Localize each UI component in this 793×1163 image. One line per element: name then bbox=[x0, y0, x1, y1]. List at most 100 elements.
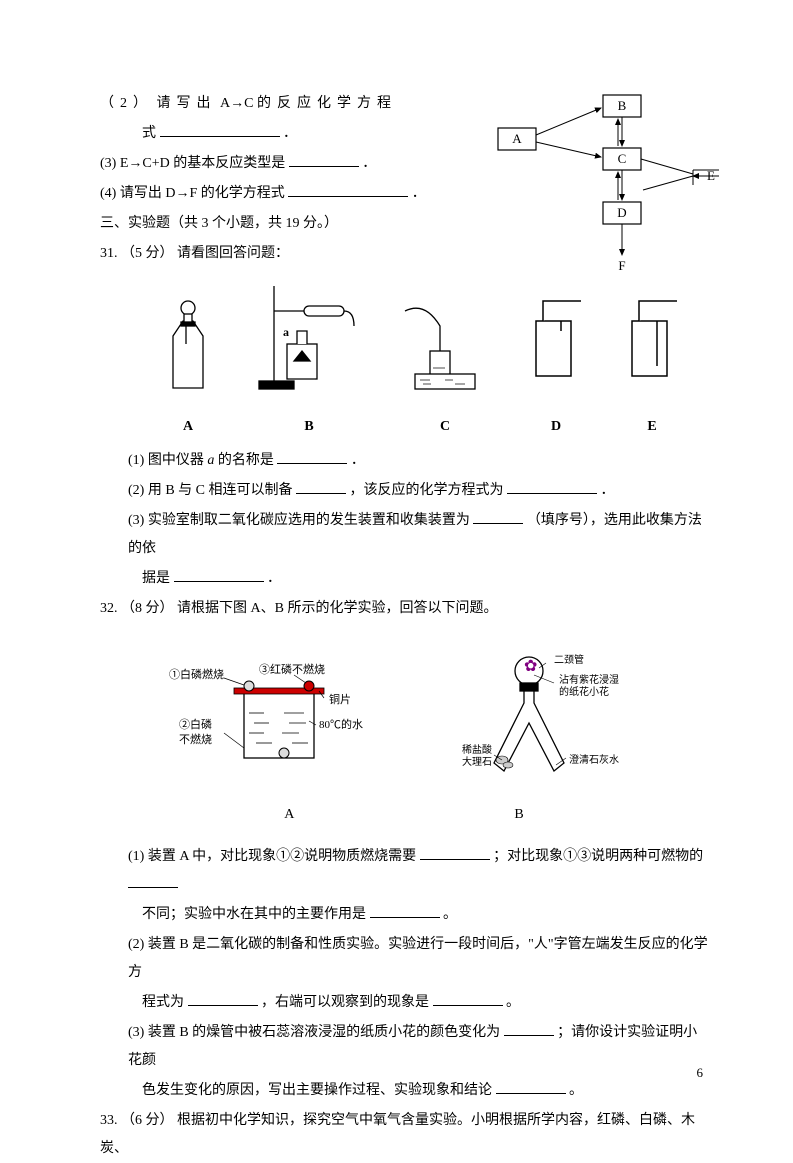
q32-s1-c: 不同；实验中水在其中的主要作用是 bbox=[142, 907, 366, 922]
q2-line2: 式 ． bbox=[100, 120, 460, 148]
q32-s1-label: (1) bbox=[128, 849, 144, 864]
q33-pts: （6 分） bbox=[121, 1113, 174, 1128]
q31-s1-b: 的名称是 bbox=[214, 453, 274, 468]
q32-s1-l2: 不同；实验中水在其中的主要作用是 。 bbox=[100, 901, 708, 929]
q31-s3-p: ． bbox=[267, 571, 281, 586]
blank-32-3b bbox=[496, 1080, 566, 1094]
q33-text: 根据初中化学知识，探究空气中氧气含量实验。小明根据所学内容，红磷、白磷、木炭、 bbox=[100, 1113, 695, 1156]
dB-l1: 二颈管 bbox=[554, 653, 584, 666]
dA-l6: 80℃的水 bbox=[319, 717, 363, 731]
q32-s3-p: 。 bbox=[569, 1083, 583, 1098]
node-f: F bbox=[618, 258, 625, 273]
apparatus-b: a B bbox=[249, 286, 369, 441]
dA-l5: 不燃烧 bbox=[179, 732, 212, 746]
q32-s2-p: 。 bbox=[506, 995, 520, 1010]
q31-s2-p: ． bbox=[601, 483, 615, 498]
blank-q2 bbox=[160, 123, 280, 137]
q32-s3-a: 装置 B 的燥管中被石蕊溶液浸湿的纸质小花的颜色变化为 bbox=[148, 1025, 500, 1040]
q33-line: 33. （6 分） 根据初中化学知识，探究空气中氧气含量实验。小明根据所学内容，… bbox=[100, 1107, 708, 1163]
blank-31-3b bbox=[174, 568, 264, 582]
blank-31-3a bbox=[473, 510, 523, 524]
q32-s1-p: 。 bbox=[443, 907, 457, 922]
q2-text-c: 式 bbox=[142, 126, 156, 141]
q31-s2-a: 用 B 与 C 相连可以制备 bbox=[148, 483, 293, 498]
dA-l3: 铜片 bbox=[329, 692, 351, 706]
q32-s2-label: (2) bbox=[128, 937, 144, 952]
q32-s2-b: 程式为 bbox=[142, 995, 184, 1010]
flow-diagram: A B C D E F bbox=[493, 90, 723, 280]
blank-31-2a bbox=[296, 480, 346, 494]
apparatus-row: A a B bbox=[140, 286, 700, 441]
q31-s3: (3) 实验室制取二氧化碳应选用的发生装置和收集装置为 （填序号），选用此收集方… bbox=[100, 507, 708, 563]
dB-l4: 澄清石灰水 bbox=[569, 753, 619, 766]
q32-s2-l2: 程式为 ，右端可以观察到的现象是 。 bbox=[100, 989, 708, 1017]
experiment-a: ①白磷燃烧 ③红磷不燃烧 铜片 ②白磷 不燃烧 80℃的水 bbox=[164, 653, 374, 783]
q31-num: 31. bbox=[100, 246, 118, 261]
dB-l3b: 大理石 bbox=[462, 755, 492, 768]
apparatus-a: A bbox=[153, 296, 223, 441]
q4-text: 请写出 D→F 的化学方程式 bbox=[120, 186, 285, 201]
q32-s1-a: 装置 A 中，对比现象①②说明物质燃烧需要 bbox=[148, 849, 416, 864]
q3-label: (3) bbox=[100, 156, 116, 171]
ab-labels: A B bbox=[100, 801, 708, 829]
blank-32-2a bbox=[188, 992, 258, 1006]
dB-l2: 沾有紫花浸湿 bbox=[559, 673, 619, 686]
experiment-b: ✿ 二颈管 沾有紫花浸湿 的纸花小花 稀盐酸 大理石 澄清石灰水 bbox=[454, 653, 644, 783]
blank-32-1c bbox=[370, 904, 440, 918]
apparatus-e: E bbox=[617, 296, 687, 441]
q31-s3-tb: 据是 bbox=[142, 571, 170, 586]
label-c: C bbox=[395, 413, 495, 441]
label-b: B bbox=[249, 413, 369, 441]
blank-32-2b bbox=[433, 992, 503, 1006]
q32-s3-l1: (3) 装置 B 的燥管中被石蕊溶液浸湿的纸质小花的颜色变化为 ；请你设计实验证… bbox=[100, 1019, 708, 1075]
q32-pts: （8 分） bbox=[121, 601, 174, 616]
q31-s1-p: ． bbox=[351, 453, 365, 468]
q32-s1-b: ；对比现象①③说明两种可燃物的 bbox=[493, 849, 703, 864]
q3-text: E→C+D 的基本反应类型是 bbox=[120, 156, 285, 171]
q31-text: 请看图回答问题： bbox=[177, 246, 289, 261]
apparatus-d: D bbox=[521, 296, 591, 441]
q4-line: (4) 请写出 D→F 的化学方程式 ． bbox=[100, 180, 460, 208]
q2-arrow: A→C bbox=[220, 96, 253, 111]
letter-a: a bbox=[283, 325, 289, 339]
q32-s2-c: ，右端可以观察到的现象是 bbox=[261, 995, 429, 1010]
dB-l2b: 的纸花小花 bbox=[559, 685, 609, 698]
q4-period: ． bbox=[412, 186, 426, 201]
lab-a: A bbox=[284, 801, 294, 829]
node-a: A bbox=[512, 131, 522, 146]
q4-label: (4) bbox=[100, 186, 116, 201]
label-a: A bbox=[153, 413, 223, 441]
node-b: B bbox=[618, 98, 627, 113]
blank-q3 bbox=[289, 153, 359, 167]
label-d: D bbox=[521, 413, 591, 441]
q2-text-b: 的反应化学方程 bbox=[257, 96, 397, 111]
q31-s1: (1) 图中仪器 a 的名称是 ． bbox=[100, 447, 708, 475]
q31-s2-label: (2) bbox=[128, 483, 144, 498]
node-c: C bbox=[618, 151, 627, 166]
q31-pts: （5 分） bbox=[121, 246, 174, 261]
dB-l3: 稀盐酸 bbox=[462, 743, 492, 756]
q31-s3-label: (3) bbox=[128, 513, 144, 528]
q32-num: 32. bbox=[100, 601, 118, 616]
q2-prefix: （2） bbox=[100, 96, 153, 111]
lab-b: B bbox=[514, 801, 523, 829]
blank-q4 bbox=[288, 183, 408, 197]
label-e: E bbox=[617, 413, 687, 441]
q32-s2-l1: (2) 装置 B 是二氧化碳的制备和性质实验。实验进行一段时间后，"人"字管左端… bbox=[100, 931, 708, 987]
q2-period: ． bbox=[283, 126, 297, 141]
q31-s2: (2) 用 B 与 C 相连可以制备 ，该反应的化学方程式为 ． bbox=[100, 477, 708, 505]
page-number: 6 bbox=[697, 1060, 704, 1086]
q32-s3-c: 色发生变化的原因，写出主要操作过程、实验现象和结论 bbox=[142, 1083, 492, 1098]
q2-text-a: 请写出 bbox=[157, 96, 217, 111]
blank-32-1b bbox=[128, 874, 178, 888]
q2-line1: （2） 请写出 A→C 的反应化学方程 bbox=[100, 90, 460, 118]
q31-s1-label: (1) bbox=[128, 453, 144, 468]
node-d: D bbox=[617, 205, 626, 220]
q33-num: 33. bbox=[100, 1113, 118, 1128]
q31-s1-a: 图中仪器 bbox=[148, 453, 208, 468]
q32-s1-l1: (1) 装置 A 中，对比现象①②说明物质燃烧需要 ；对比现象①③说明两种可燃物… bbox=[100, 843, 708, 899]
apparatus-c: C bbox=[395, 296, 495, 441]
dA-l1: ①白磷燃烧 bbox=[169, 667, 224, 681]
experiment-row: ①白磷燃烧 ③红磷不燃烧 铜片 ②白磷 不燃烧 80℃的水 ✿ bbox=[100, 653, 708, 783]
q31-s3-b: 据是 ． bbox=[100, 565, 708, 593]
